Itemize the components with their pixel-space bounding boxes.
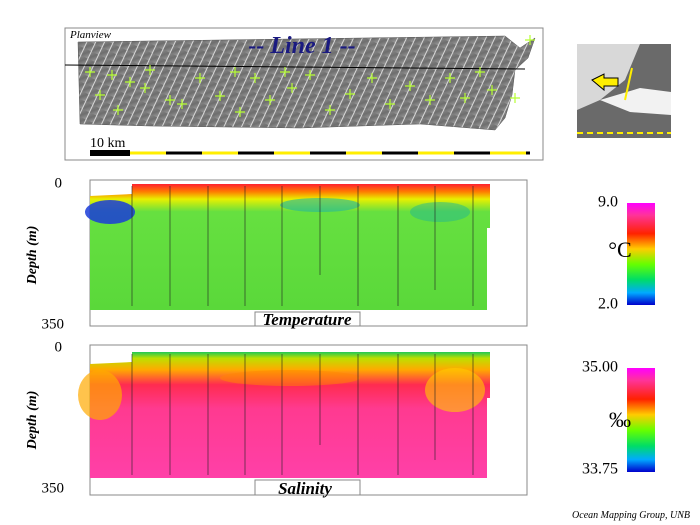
label-box — [254, 311, 361, 327]
colorbar-max: 9.0 — [598, 194, 618, 211]
station-marker — [460, 93, 470, 103]
station-marker — [445, 73, 455, 83]
inset-arrow — [591, 73, 619, 92]
station-marker — [125, 77, 135, 87]
station-marker — [425, 95, 435, 105]
colorbar-unit: ‰ — [609, 407, 631, 432]
station-marker — [487, 85, 497, 95]
colorbar-min: 2.0 — [598, 296, 618, 313]
section-label: Temperature — [262, 310, 352, 329]
station-marker — [215, 91, 225, 101]
axis-label: Depth (m) — [25, 391, 40, 451]
cold-patch — [410, 202, 470, 222]
section-label: Salinity — [278, 479, 332, 498]
station-markers — [85, 35, 535, 117]
depth-tick: 0 — [55, 175, 63, 191]
temperature-section — [90, 184, 490, 310]
station-marker — [475, 67, 485, 77]
station-marker — [405, 81, 415, 91]
station-marker — [250, 73, 260, 83]
station-marker — [287, 83, 297, 93]
colorbar-unit: °C — [608, 237, 631, 262]
colorbar — [627, 203, 655, 305]
inset-shelf — [600, 88, 671, 115]
station-marker — [113, 105, 123, 115]
cast-lines — [131, 186, 474, 306]
credit: Ocean Mapping Group, UNB — [572, 510, 690, 521]
station-marker — [367, 73, 377, 83]
colorbar — [627, 368, 655, 472]
station-marker — [145, 65, 155, 75]
cast-lines — [131, 354, 474, 475]
station-marker — [385, 99, 395, 109]
swath — [77, 35, 536, 131]
station-marker — [265, 95, 275, 105]
cold-patch — [85, 200, 135, 224]
salinity-section — [90, 352, 490, 478]
depth-tick: 0 — [55, 339, 63, 355]
station-marker — [165, 95, 175, 105]
figure-title: -- Line 1 -- — [248, 33, 355, 59]
fresh-patch — [78, 370, 122, 420]
station-marker — [280, 67, 290, 77]
axis-label: Depth (m) — [25, 226, 40, 286]
station-marker — [85, 67, 95, 77]
scale-label: 10 km — [90, 136, 126, 151]
track-line — [64, 64, 526, 70]
colorbar-max: 35.00 — [582, 359, 618, 376]
depth-tick: 350 — [42, 316, 65, 332]
station-marker — [510, 93, 520, 103]
fresh-patch — [220, 370, 360, 386]
fresh-patch — [425, 368, 485, 412]
station-marker — [107, 70, 117, 80]
station-marker — [525, 35, 535, 45]
station-marker — [177, 99, 187, 109]
station-marker — [230, 67, 240, 77]
station-marker — [305, 70, 315, 80]
station-marker — [345, 89, 355, 99]
station-marker — [325, 105, 335, 115]
station-marker — [235, 107, 245, 117]
scale-bar — [90, 150, 130, 156]
station-marker — [195, 73, 205, 83]
label-box — [254, 479, 361, 496]
planview-label: Planview — [69, 29, 112, 41]
colorbar-min: 33.75 — [582, 461, 618, 478]
depth-tick: 350 — [42, 480, 65, 496]
station-marker — [140, 83, 150, 93]
station-marker — [95, 90, 105, 100]
inset-land — [577, 44, 640, 110]
inset-track — [624, 67, 633, 101]
